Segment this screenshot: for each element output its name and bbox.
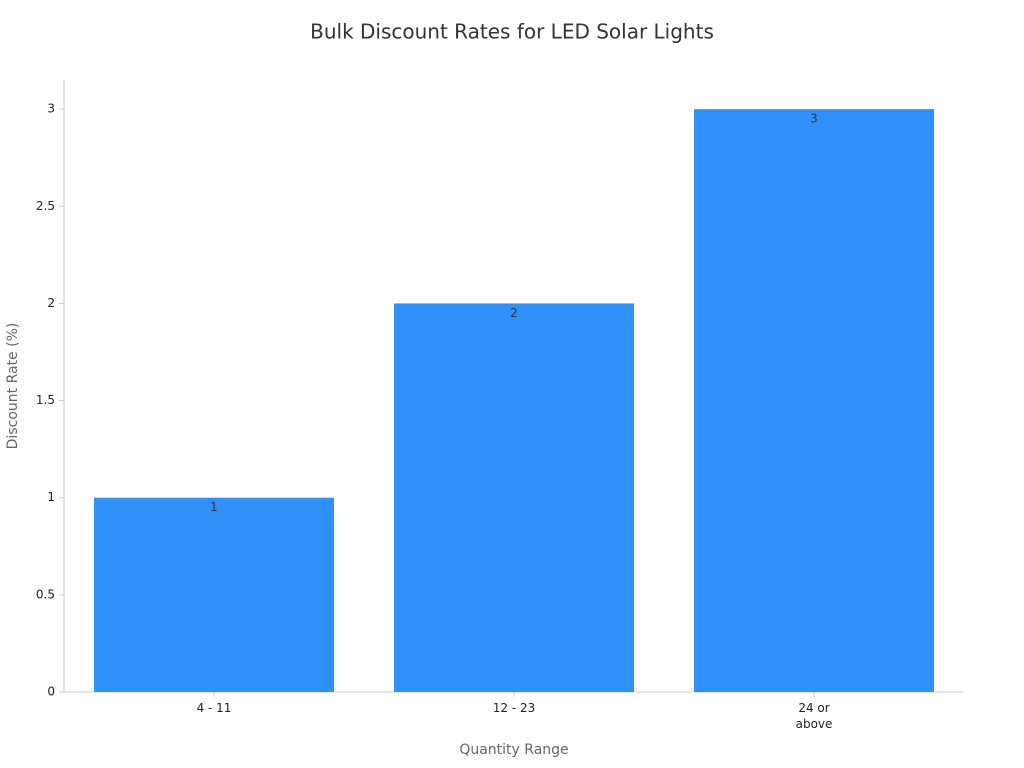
x-tick-label: 4 - 11 — [196, 701, 232, 715]
y-tick-label: 2.5 — [36, 199, 55, 213]
data-label: 1 — [210, 500, 218, 514]
data-label: 2 — [510, 306, 518, 320]
x-tick-label: 12 - 23 — [492, 701, 536, 715]
x-tick-label: 24 or above — [795, 701, 833, 731]
chart-title: Bulk Discount Rates for LED Solar Lights — [310, 20, 714, 44]
y-tick-label: 0 — [47, 685, 55, 699]
y-tick-label: 2 — [47, 296, 55, 310]
y-tick-label: 1 — [47, 490, 55, 504]
data-label: 3 — [810, 112, 818, 126]
y-tick-label: 3 — [47, 102, 55, 116]
bar — [94, 497, 334, 692]
bar — [694, 109, 934, 692]
y-tick-label: 0.5 — [36, 587, 55, 601]
bar — [394, 303, 634, 692]
x-axis-label: Quantity Range — [459, 742, 568, 758]
y-axis-label: Discount Rate (%) — [5, 323, 21, 450]
y-tick-label: 1.5 — [36, 393, 55, 407]
